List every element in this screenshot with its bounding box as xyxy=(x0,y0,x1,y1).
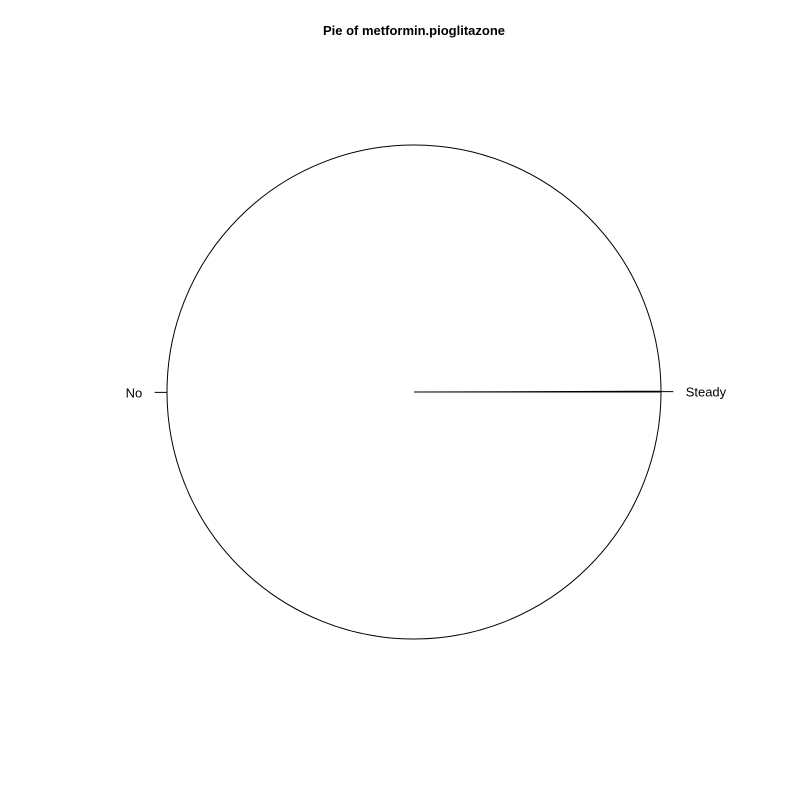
slice-label-no: No xyxy=(126,385,143,400)
slice-label-steady: Steady xyxy=(686,385,727,400)
chart-title: Pie of metformin.pioglitazone xyxy=(323,23,505,38)
slice-boundary-1 xyxy=(413,390,662,393)
pie-slices xyxy=(166,144,662,639)
pie-labels: Steady No xyxy=(126,385,727,401)
pie-outline xyxy=(166,144,662,640)
